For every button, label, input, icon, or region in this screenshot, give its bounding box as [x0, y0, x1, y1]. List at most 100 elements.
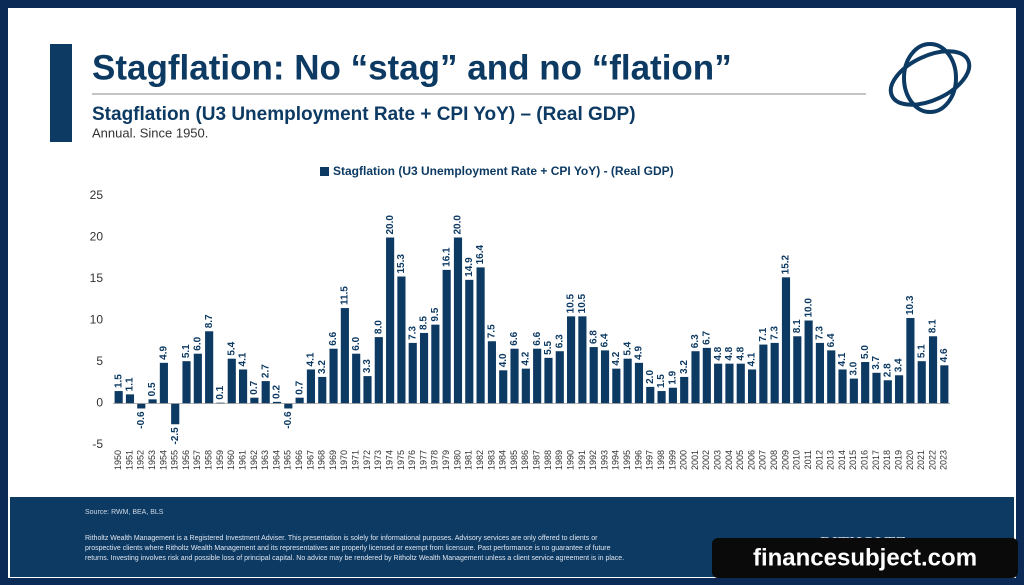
legend-swatch: [320, 167, 329, 176]
x-tick-label: 1994: [611, 450, 621, 470]
bar: [804, 320, 813, 404]
x-tick-label: 2008: [769, 450, 779, 470]
data-label: 15.3: [396, 254, 407, 274]
source: Source: RWM, BEA, BLS: [85, 509, 164, 516]
x-tick-label: 1953: [147, 450, 157, 470]
subtitle: Stagflation (U3 Unemployment Rate + CPI …: [92, 104, 636, 125]
bar: [940, 365, 949, 404]
bar: [408, 342, 417, 404]
disclaimer-line: returns. Investing involves risk and pos…: [85, 555, 624, 562]
x-tick-label: 2001: [690, 450, 700, 470]
x-tick-label: 1988: [543, 450, 553, 470]
y-tick-label: 0: [96, 396, 103, 410]
bar: [917, 361, 926, 404]
data-label: 16.4: [475, 244, 486, 264]
bar: [815, 342, 824, 404]
x-tick-label: 1954: [158, 450, 168, 470]
x-tick-label: 2000: [679, 450, 689, 470]
bar: [883, 380, 892, 404]
data-label: 0.7: [294, 380, 305, 394]
x-tick-label: 1965: [283, 450, 293, 470]
bar: [646, 386, 655, 404]
x-tick-label: 2009: [780, 450, 790, 470]
bar: [725, 363, 734, 404]
x-tick-label: 1987: [532, 450, 542, 470]
x-tick-label: 2006: [746, 450, 756, 470]
data-label: 5.4: [622, 341, 633, 355]
bar: [623, 358, 632, 404]
x-tick-label: 1969: [328, 450, 338, 470]
data-label: 5.1: [916, 344, 927, 358]
data-label: 4.6: [939, 348, 950, 362]
x-tick-label: 1957: [192, 450, 202, 470]
bar: [363, 376, 372, 404]
data-label: 8.1: [792, 319, 803, 333]
bar: [453, 237, 463, 404]
x-tick-label: 1976: [407, 450, 417, 470]
x-tick-label: 1951: [124, 450, 134, 470]
bar: [747, 369, 757, 404]
bar: [125, 394, 135, 404]
data-label: 8.5: [419, 316, 430, 330]
bar: [600, 350, 610, 404]
x-tick-label: 2011: [803, 450, 813, 469]
y-tick-label: 15: [90, 271, 104, 285]
bar: [714, 363, 723, 404]
data-label: 7.1: [758, 327, 769, 341]
x-tick-label: 1991: [577, 450, 587, 470]
bar: [668, 387, 677, 404]
bar: [465, 279, 474, 404]
data-label: 6.7: [701, 331, 712, 345]
bar: [431, 324, 440, 404]
x-tick-label: 2014: [837, 450, 847, 470]
x-tick-label: 2023: [939, 450, 949, 470]
x-tick-label: 1956: [181, 450, 191, 470]
bar: [770, 342, 779, 404]
data-label: 6.4: [826, 333, 837, 347]
bar: [736, 363, 745, 404]
y-tick-label: 10: [90, 313, 104, 327]
x-tick-label: 1968: [317, 450, 327, 470]
bar: [895, 375, 904, 404]
bar: [137, 403, 146, 409]
data-label: 0.7: [249, 380, 260, 394]
bar: [386, 237, 395, 404]
data-label: 4.2: [611, 351, 622, 365]
x-tick-label: 1959: [215, 450, 225, 470]
x-tick-label: 1970: [339, 450, 349, 470]
bar: [239, 369, 248, 404]
data-label: 20.0: [453, 215, 464, 235]
legend-label: Stagflation (U3 Unemployment Rate + CPI …: [333, 164, 674, 178]
data-label: 3.0: [848, 361, 859, 375]
x-tick-label: 1980: [452, 450, 462, 470]
bar: [397, 276, 406, 404]
x-tick-label: 1958: [204, 450, 214, 470]
data-label: 10.0: [803, 298, 814, 318]
x-tick-label: 1993: [599, 450, 609, 470]
x-tick-label: 1964: [271, 450, 281, 470]
bar: [340, 308, 349, 404]
x-tick-label: 2010: [792, 450, 802, 470]
bar: [612, 368, 621, 404]
bar: [533, 348, 542, 404]
bar: [148, 399, 157, 404]
bar: [442, 269, 451, 404]
x-tick-label: 2022: [927, 450, 937, 470]
y-tick-label: 20: [90, 230, 104, 244]
bar: [578, 316, 587, 404]
x-tick-label: 2016: [860, 450, 870, 470]
data-label: 4.9: [634, 345, 645, 359]
bar: [250, 397, 259, 404]
bar: [567, 316, 576, 404]
bar: [680, 376, 689, 404]
bar: [849, 378, 858, 404]
data-label: 10.3: [905, 295, 916, 315]
x-tick-label: 2004: [724, 450, 734, 470]
y-tick-label: 25: [90, 188, 104, 202]
plot: Stagflation (U3 Unemployment Rate + CPI …: [90, 164, 950, 470]
x-tick-label: 1981: [464, 450, 474, 470]
x-tick-label: 1986: [520, 450, 530, 470]
bar: [318, 376, 327, 404]
